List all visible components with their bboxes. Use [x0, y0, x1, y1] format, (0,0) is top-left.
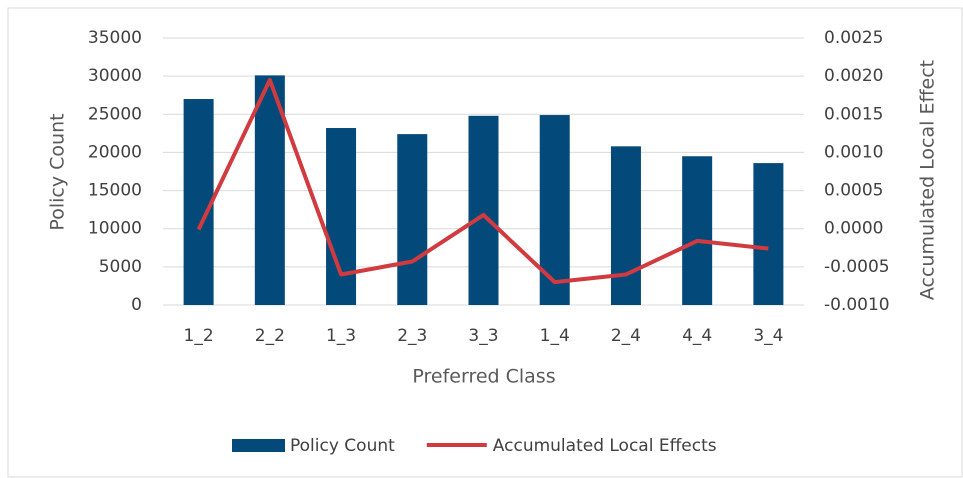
y2-tick-label: 0.0000: [824, 219, 883, 239]
x-tick-label: 2_2: [255, 326, 285, 346]
bar: [753, 163, 784, 305]
legend-label: Policy Count: [290, 436, 395, 456]
bar: [539, 115, 570, 305]
y-tick-label: 35000: [88, 28, 142, 48]
bar: [610, 146, 641, 305]
y-tick-label: 10000: [88, 219, 142, 239]
y2-tick-label: 0.0025: [824, 28, 883, 48]
bar: [254, 75, 285, 305]
y-tick-label: 15000: [88, 181, 142, 201]
y2-tick-label: 0.0015: [824, 104, 883, 124]
legend-label: Accumulated Local Effects: [493, 436, 717, 456]
y2-tick-label: 0.0005: [824, 181, 883, 201]
y-tick-label: 30000: [88, 66, 142, 86]
legend-swatch: [232, 439, 285, 452]
bar: [468, 115, 499, 305]
bar: [183, 99, 214, 306]
y-tick-label: 0: [131, 295, 142, 315]
y2-tick-label: -0.0010: [824, 295, 890, 315]
y2-axis-title: Accumulated Local Effect: [917, 60, 939, 300]
x-tick-label: 2_3: [397, 326, 427, 346]
x-tick-label: 2_4: [611, 326, 641, 346]
x-tick-label: 1_2: [184, 326, 214, 346]
y-tick-label: 5000: [99, 257, 142, 277]
x-tick-label: 1_3: [326, 326, 356, 346]
y-tick-label: 25000: [88, 104, 142, 124]
chart-border: [7, 7, 963, 478]
x-axis-title: Preferred Class: [412, 366, 555, 388]
y-axis-title: Policy Count: [47, 113, 69, 230]
y2-tick-label: 0.0010: [824, 142, 883, 162]
x-tick-label: 3_3: [468, 326, 498, 346]
bar: [326, 128, 357, 305]
x-tick-label: 1_4: [540, 326, 570, 346]
line: [196, 77, 769, 285]
y-tick-label: 20000: [88, 142, 142, 162]
bar: [397, 134, 428, 305]
y2-tick-label: -0.0005: [824, 257, 890, 277]
x-tick-label: 3_4: [753, 326, 783, 346]
bar: [682, 156, 713, 305]
y2-tick-label: 0.0020: [824, 66, 883, 86]
x-tick-label: 4_4: [682, 326, 712, 346]
